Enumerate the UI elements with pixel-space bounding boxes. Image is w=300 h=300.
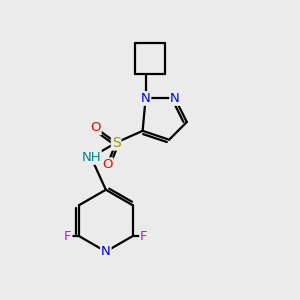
Text: O: O xyxy=(90,122,101,134)
Text: O: O xyxy=(102,158,112,171)
Text: N: N xyxy=(141,92,151,105)
Text: S: S xyxy=(112,136,121,150)
Text: N: N xyxy=(101,245,111,258)
Text: N: N xyxy=(170,92,180,105)
Text: NH: NH xyxy=(81,151,101,164)
Text: F: F xyxy=(140,230,148,243)
Text: F: F xyxy=(64,230,72,243)
